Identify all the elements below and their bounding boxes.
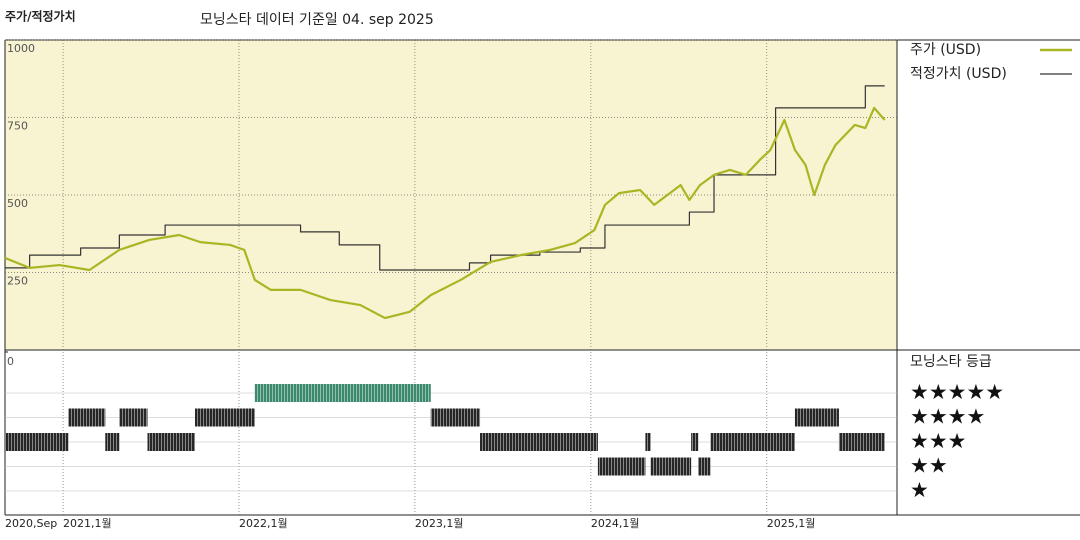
rating-hatch (645, 433, 651, 451)
x-tick-label: 2025,1월 (767, 517, 816, 530)
rating-hatch (597, 457, 646, 476)
y-tick-label: 250 (7, 275, 28, 288)
rating-hatch (480, 433, 598, 451)
rating-label: ★★ (910, 454, 948, 478)
series-line (5, 85, 885, 271)
rating-hatch (650, 457, 692, 476)
rating-hatch (68, 408, 106, 427)
legend-label: 적정가치 (USD) (910, 66, 1007, 82)
chart-title: 주가/적정가치 (5, 9, 76, 24)
y-tick-label: 500 (7, 197, 28, 210)
rating-hatch (5, 433, 69, 451)
rating-hatch (691, 433, 699, 451)
rating-hatch (838, 433, 885, 451)
x-tick-label: 2021,1월 (63, 517, 112, 530)
rating-hatch (254, 384, 431, 402)
x-tick-label: 2024,1월 (591, 517, 640, 530)
rating-hatch (147, 433, 196, 451)
plot-background (5, 40, 897, 350)
y-tick-label: 1000 (7, 42, 35, 55)
rating-hatch (105, 433, 120, 451)
rating-hatch (119, 408, 148, 427)
rating-hatch (710, 433, 795, 451)
y-tick-label: 750 (7, 120, 28, 133)
rating-label: ★★★★ (910, 405, 985, 429)
rating-tick-label: 0 (7, 355, 14, 368)
rating-hatch (698, 457, 711, 476)
rating-label: ★★★★★ (910, 380, 1004, 404)
rating-title: 모닝스타 등급 (910, 354, 992, 370)
x-tick-label: 2020,Sep (5, 517, 57, 530)
rating-hatch (794, 408, 839, 427)
rating-hatch (195, 408, 255, 427)
rating-hatch (430, 408, 481, 427)
x-tick-label: 2023,1월 (415, 517, 464, 530)
series-line (4, 106, 886, 320)
chart-subtitle: 모닝스타 데이터 기준일 04. sep 2025 (200, 12, 434, 28)
rating-label: ★ (910, 478, 929, 502)
x-tick-label: 2022,1월 (239, 517, 288, 530)
rating-label: ★★★ (910, 429, 966, 453)
legend-label: 주가 (USD) (910, 42, 981, 58)
